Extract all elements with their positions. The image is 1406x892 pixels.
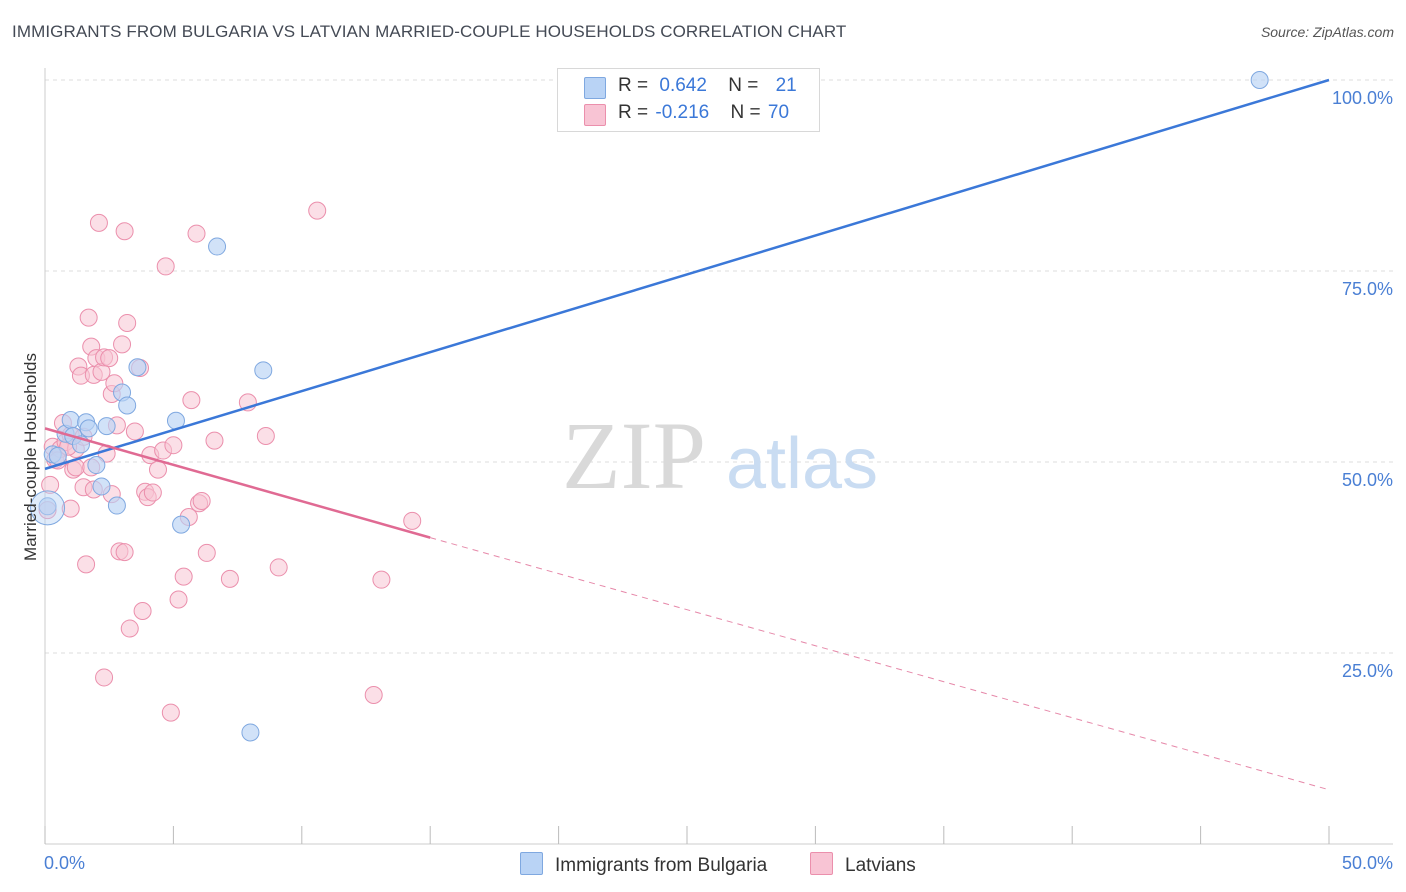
latvians-point: [308, 201, 327, 220]
latvians-point: [79, 308, 98, 327]
latvians-point: [133, 601, 152, 620]
bulgaria-point: [208, 237, 227, 256]
latvians-point: [95, 668, 114, 687]
latvians-point: [148, 460, 167, 479]
bottom-legend-label-bulgaria: Immigrants from Bulgaria: [555, 855, 768, 876]
latvians-point: [115, 222, 134, 241]
latvians-point: [125, 422, 144, 441]
bulgaria-point-cluster: [30, 490, 66, 526]
legend-n-value: 70: [767, 102, 790, 123]
latvians-point: [77, 555, 96, 574]
watermark-zip: ZIP: [562, 402, 706, 509]
x-tick-label-min: 0.0%: [44, 853, 85, 873]
bulgaria-point: [118, 396, 137, 415]
legend-swatch-bulgaria: [584, 77, 606, 99]
bulgaria-point: [97, 417, 116, 436]
latvians-point: [61, 499, 80, 518]
latvians-point: [156, 257, 175, 276]
bulgaria-point: [79, 419, 98, 438]
latvians-trend-extension: [430, 537, 1330, 791]
bulgaria-point: [172, 515, 191, 534]
legend-n-label: N =: [730, 102, 766, 123]
bulgaria-point: [254, 361, 273, 380]
latvians-point: [118, 313, 137, 332]
latvians-point: [403, 511, 422, 530]
latvians-point: [41, 475, 60, 494]
latvians-point: [197, 543, 216, 562]
latvians-point: [164, 436, 183, 455]
legend-n-value: 21: [775, 75, 797, 96]
bulgaria-point: [92, 477, 111, 496]
latvians-point: [115, 543, 134, 562]
legend-swatch-latvians: [584, 104, 606, 126]
latvians-point: [372, 570, 391, 589]
bottom-legend-swatch-bulgaria: [520, 852, 543, 875]
source-credit: Source: ZipAtlas.com: [1260, 24, 1394, 40]
y-tick-label: 75.0%: [1342, 279, 1393, 299]
latvians-point: [364, 686, 383, 705]
latvians-trend-line: [44, 427, 431, 539]
bulgaria-point: [61, 410, 80, 429]
axes: 25.0% 50.0% 75.0% 100.0%: [44, 68, 1393, 845]
latvians-point: [113, 335, 132, 354]
legend-r-value: -0.216: [655, 102, 710, 123]
latvians-point: [192, 491, 211, 510]
bulgaria-point: [128, 358, 147, 377]
y-tick-label: 50.0%: [1342, 470, 1393, 490]
bulgaria-point: [241, 723, 260, 742]
bottom-legend-latvians: Latvians: [810, 852, 916, 877]
bulgaria-point: [87, 456, 106, 475]
latvians-point: [220, 569, 239, 588]
bottom-legend-swatch-latvians: [810, 852, 833, 875]
latvians-point: [169, 590, 188, 609]
legend-box: R = 0.642 N = 21 R = -0.216 N = 70: [557, 68, 820, 132]
latvians-point: [269, 558, 288, 577]
bulgaria-point: [1250, 71, 1269, 89]
bottom-legend-label-latvians: Latvians: [845, 855, 916, 876]
grid: [45, 79, 1393, 654]
latvians-point: [187, 224, 206, 243]
latvians-point: [89, 213, 108, 232]
latvians-point: [182, 391, 201, 410]
latvians-point: [256, 427, 275, 446]
bulgaria-point: [38, 497, 57, 516]
legend-n-label: N =: [728, 75, 764, 96]
latvians-point: [100, 349, 119, 368]
legend-r-label: R =: [618, 75, 654, 96]
watermark: ZIP atlas: [562, 402, 878, 509]
latvians-point: [174, 567, 193, 586]
bottom-legend-bulgaria: Immigrants from Bulgaria: [520, 852, 767, 877]
latvians-point: [161, 703, 180, 722]
chart-title: IMMIGRANTS FROM BULGARIA VS LATVIAN MARR…: [12, 22, 847, 41]
legend-r-label: R =: [618, 102, 654, 123]
latvians-point: [120, 619, 139, 638]
bulgaria-trend-line: [44, 78, 1330, 471]
y-axis-label: Married-couple Households: [21, 353, 40, 561]
y-tick-label: 25.0%: [1342, 661, 1393, 681]
bulgaria-point: [48, 446, 67, 465]
trend-lines: [44, 78, 1330, 791]
watermark-atlas: atlas: [726, 424, 878, 504]
x-tick-label-max: 50.0%: [1342, 853, 1393, 873]
bulgaria-point: [107, 496, 126, 515]
latvians-point: [143, 483, 162, 502]
y-tick-label: 100.0%: [1332, 88, 1393, 108]
legend-r-value: 0.642: [659, 75, 707, 96]
latvians-point: [205, 431, 224, 450]
